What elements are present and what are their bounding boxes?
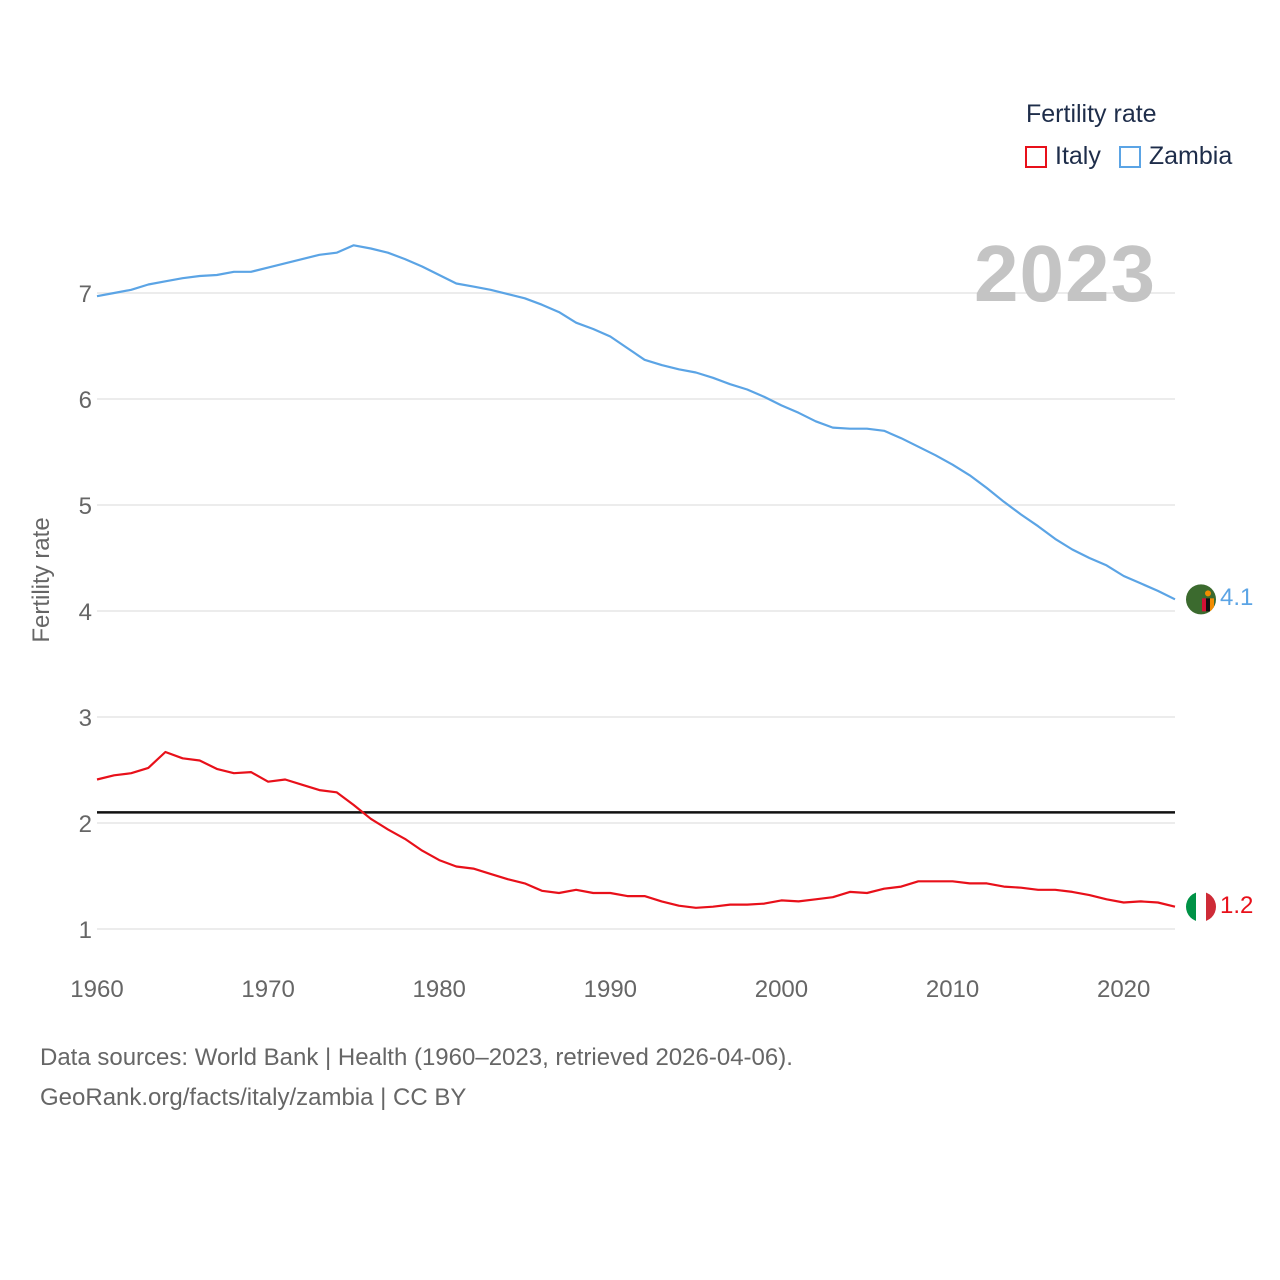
italy-flag-icon [1186, 891, 1216, 922]
zambia-flag-icon [1186, 584, 1216, 615]
y-axis-label: Fertility rate [28, 517, 55, 643]
series-line-italy [96, 750, 1176, 909]
footer-source: Data sources: World Bank | Health (1960–… [40, 1044, 793, 1071]
x-tick-label-1980: 1980 [413, 976, 466, 1003]
legend: Italy Zambia [1025, 142, 1250, 171]
gridlines [97, 292, 1175, 930]
x-tick-label-1960: 1960 [70, 976, 123, 1003]
x-tick-label-2000: 2000 [755, 976, 808, 1003]
legend-label-italy: Italy [1055, 142, 1101, 170]
legend-swatch-zambia [1118, 145, 1141, 168]
legend-item-italy[interactable]: Italy [1025, 142, 1101, 171]
y-tick-label-5: 5 [79, 493, 92, 520]
y-tick-label-3: 3 [79, 705, 92, 732]
x-tick-label-2010: 2010 [926, 976, 979, 1003]
y-tick-label-7: 7 [79, 281, 92, 308]
x-tick-label-2020: 2020 [1097, 976, 1150, 1003]
x-tick-label-1990: 1990 [584, 976, 637, 1003]
x-tick-label-1970: 1970 [241, 976, 294, 1003]
y-tick-label-6: 6 [79, 387, 92, 414]
end-markers [1186, 584, 1216, 922]
legend-label-zambia: Zambia [1148, 142, 1233, 170]
y-tick-label-2: 2 [79, 811, 92, 838]
end-label-zambia: 4.1 [1220, 584, 1254, 612]
axes: 1 2 3 4 5 6 7 1960 1970 1980 1990 2000 2010 2020 [70, 281, 1150, 1003]
current-year-label: 2023 [974, 229, 1156, 318]
series-layer [96, 244, 1176, 909]
series-line-zambia [96, 244, 1176, 601]
legend-title: Fertility rate [1026, 100, 1157, 128]
end-label-italy: 1.2 [1220, 891, 1254, 919]
y-tick-label-4: 4 [79, 599, 92, 626]
y-tick-label-1: 1 [79, 917, 92, 944]
legend-swatch-italy [1025, 145, 1047, 168]
footer-link[interactable]: GeoRank.org/facts/italy/zambia | CC BY [40, 1084, 467, 1111]
legend-item-zambia[interactable]: Zambia [1118, 142, 1233, 171]
